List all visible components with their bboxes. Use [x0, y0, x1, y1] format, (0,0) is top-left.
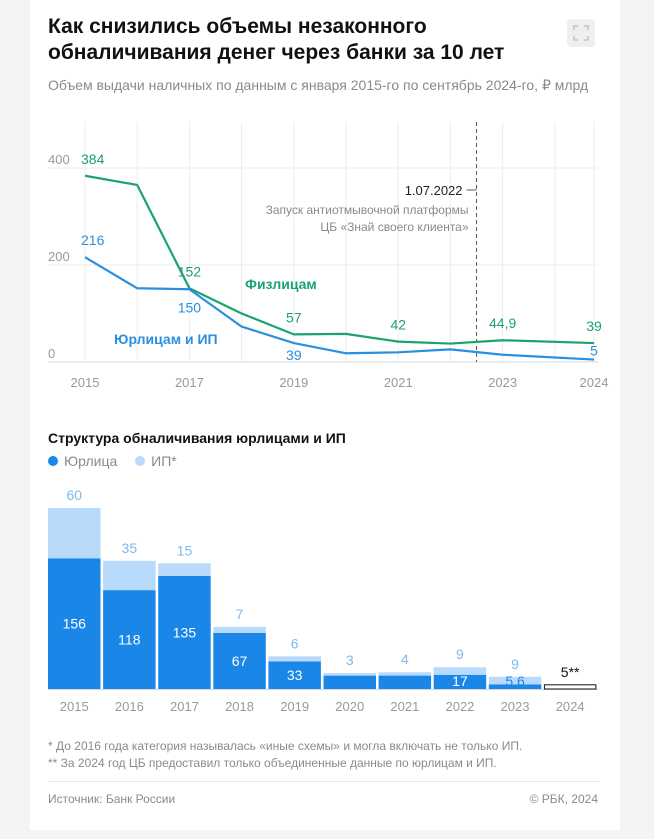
x-tick-label: 2017 [175, 375, 204, 390]
bar-ip [488, 676, 542, 685]
data-label-fiz: 39 [586, 318, 602, 334]
bar-label-jur: 67 [232, 653, 248, 669]
bar-ip [213, 626, 266, 633]
legend-label-jur: Юрлица [64, 453, 118, 469]
legend-label-ip: ИП* [151, 453, 177, 469]
y-tick-label: 200 [48, 249, 70, 264]
expand-icon [573, 25, 589, 41]
bar-label-jur: 118 [118, 632, 141, 648]
x-tick-label: 2015 [71, 375, 100, 390]
bar-jur [433, 674, 487, 689]
bar-label-jur: 16 [342, 673, 358, 689]
bar-label-jur: 16 [397, 673, 413, 689]
bar-category-label: 2017 [170, 699, 199, 714]
annotation-text-1: Запуск антиотмывочной платформы [266, 203, 469, 217]
bar-label-ip: 9 [511, 656, 519, 672]
annotation-text-2: ЦБ «Знай своего клиента» [320, 220, 468, 234]
x-tick-label: 2023 [488, 375, 517, 390]
bar-label-jur: 5,6 [505, 673, 525, 689]
bar-label-ip: 35 [122, 540, 138, 556]
bar-label-combined: 5** [561, 664, 580, 680]
bar-label-ip: 9 [456, 646, 464, 662]
bar-chart-title: Структура обналичивания юрлицами и ИП [48, 430, 346, 446]
infographic-card: Как снизились объемы незаконного обналич… [30, 0, 620, 830]
bar-label-jur: 17 [452, 673, 468, 689]
bar-jur [378, 675, 432, 689]
bar-label-ip: 6 [291, 635, 299, 651]
page-title: Как снизились объемы незаконного обналич… [48, 15, 505, 64]
bar-jur [323, 675, 376, 689]
data-label-jur: 150 [178, 299, 202, 315]
footnotes: * До 2016 года категория называлась «ины… [48, 738, 608, 772]
copyright-text: © РБК, 2024 [529, 792, 598, 806]
bar-label-ip: 60 [66, 487, 82, 503]
data-label-fiz: 152 [178, 263, 202, 279]
bar-jur [103, 590, 156, 689]
y-tick-label: 400 [48, 152, 70, 167]
data-label-jur: 216 [81, 232, 105, 248]
line-chart: 400 200 0 2015 2017 2019 2021 2023 2024 1.07.2022… [48, 122, 609, 390]
data-label-jur: 39 [286, 347, 302, 363]
bar-combined [543, 684, 597, 690]
bar-category-label: 2015 [60, 699, 89, 714]
divider [48, 781, 600, 782]
series-line-jur [84, 256, 595, 361]
bar-jur [158, 575, 211, 689]
footnote-1: * До 2016 года категория называлась «ины… [48, 739, 523, 753]
x-tick-label: 2021 [384, 375, 413, 390]
bar-label-jur: 156 [63, 616, 87, 632]
bar-label-ip: 15 [177, 542, 193, 558]
data-label-fiz: 57 [286, 309, 302, 325]
bar-category-label: 2021 [390, 699, 419, 714]
bar-jur [488, 684, 542, 689]
bar-chart: 2015156602016118352017135152018677201933… [48, 487, 599, 714]
bar-jur [213, 632, 266, 689]
bar-label-ip: 3 [346, 652, 354, 668]
legend-dot-jur [48, 456, 58, 466]
bar-category-label: 2020 [335, 699, 364, 714]
bar-jur [48, 558, 101, 689]
data-label-fiz: 44,9 [489, 315, 516, 331]
bar-jur [268, 661, 321, 689]
series-label-jur: Юрлицам и ИП [114, 331, 218, 347]
bar-category-label: 2016 [115, 699, 144, 714]
x-tick-label: 2024 [580, 375, 609, 390]
bar-ip [268, 656, 321, 662]
bar-ip [323, 673, 376, 676]
series-line-fiz [84, 174, 595, 345]
bar-label-jur: 135 [173, 624, 197, 640]
bar-label-ip: 4 [401, 651, 409, 667]
annotation-date: 1.07.2022 [405, 183, 463, 198]
data-label-fiz: 384 [81, 151, 105, 167]
legend-item-jur: Юрлица [48, 453, 117, 469]
bar-category-label: 2023 [501, 699, 530, 714]
bar-legend: Юрлица ИП* [48, 453, 191, 469]
bar-category-label: 2018 [225, 699, 254, 714]
legend-item-ip: ИП* [135, 453, 177, 469]
expand-button[interactable] [567, 19, 595, 47]
bar-category-label: 2024 [556, 699, 585, 714]
data-label-fiz: 42 [390, 317, 406, 333]
bar-ip [158, 563, 211, 576]
data-label-jur: 5 [590, 343, 598, 359]
bar-label-jur: 33 [287, 667, 303, 683]
x-tick-label: 2019 [279, 375, 308, 390]
bar-ip [378, 672, 432, 676]
bar-category-label: 2022 [445, 699, 474, 714]
bar-ip [103, 560, 156, 591]
source-text: Источник: Банк России [48, 792, 176, 806]
subtitle: Объем выдачи наличных по данным с января… [48, 77, 589, 93]
footnote-2: ** За 2024 год ЦБ предоставил только объ… [48, 756, 497, 770]
bar-ip [48, 508, 101, 559]
legend-dot-ip [135, 456, 146, 466]
series-label-fiz: Физлицам [245, 276, 317, 292]
bar-label-ip: 7 [236, 606, 244, 622]
bar-category-label: 2019 [280, 699, 309, 714]
y-tick-label: 0 [48, 346, 55, 361]
bar-ip [433, 667, 487, 675]
